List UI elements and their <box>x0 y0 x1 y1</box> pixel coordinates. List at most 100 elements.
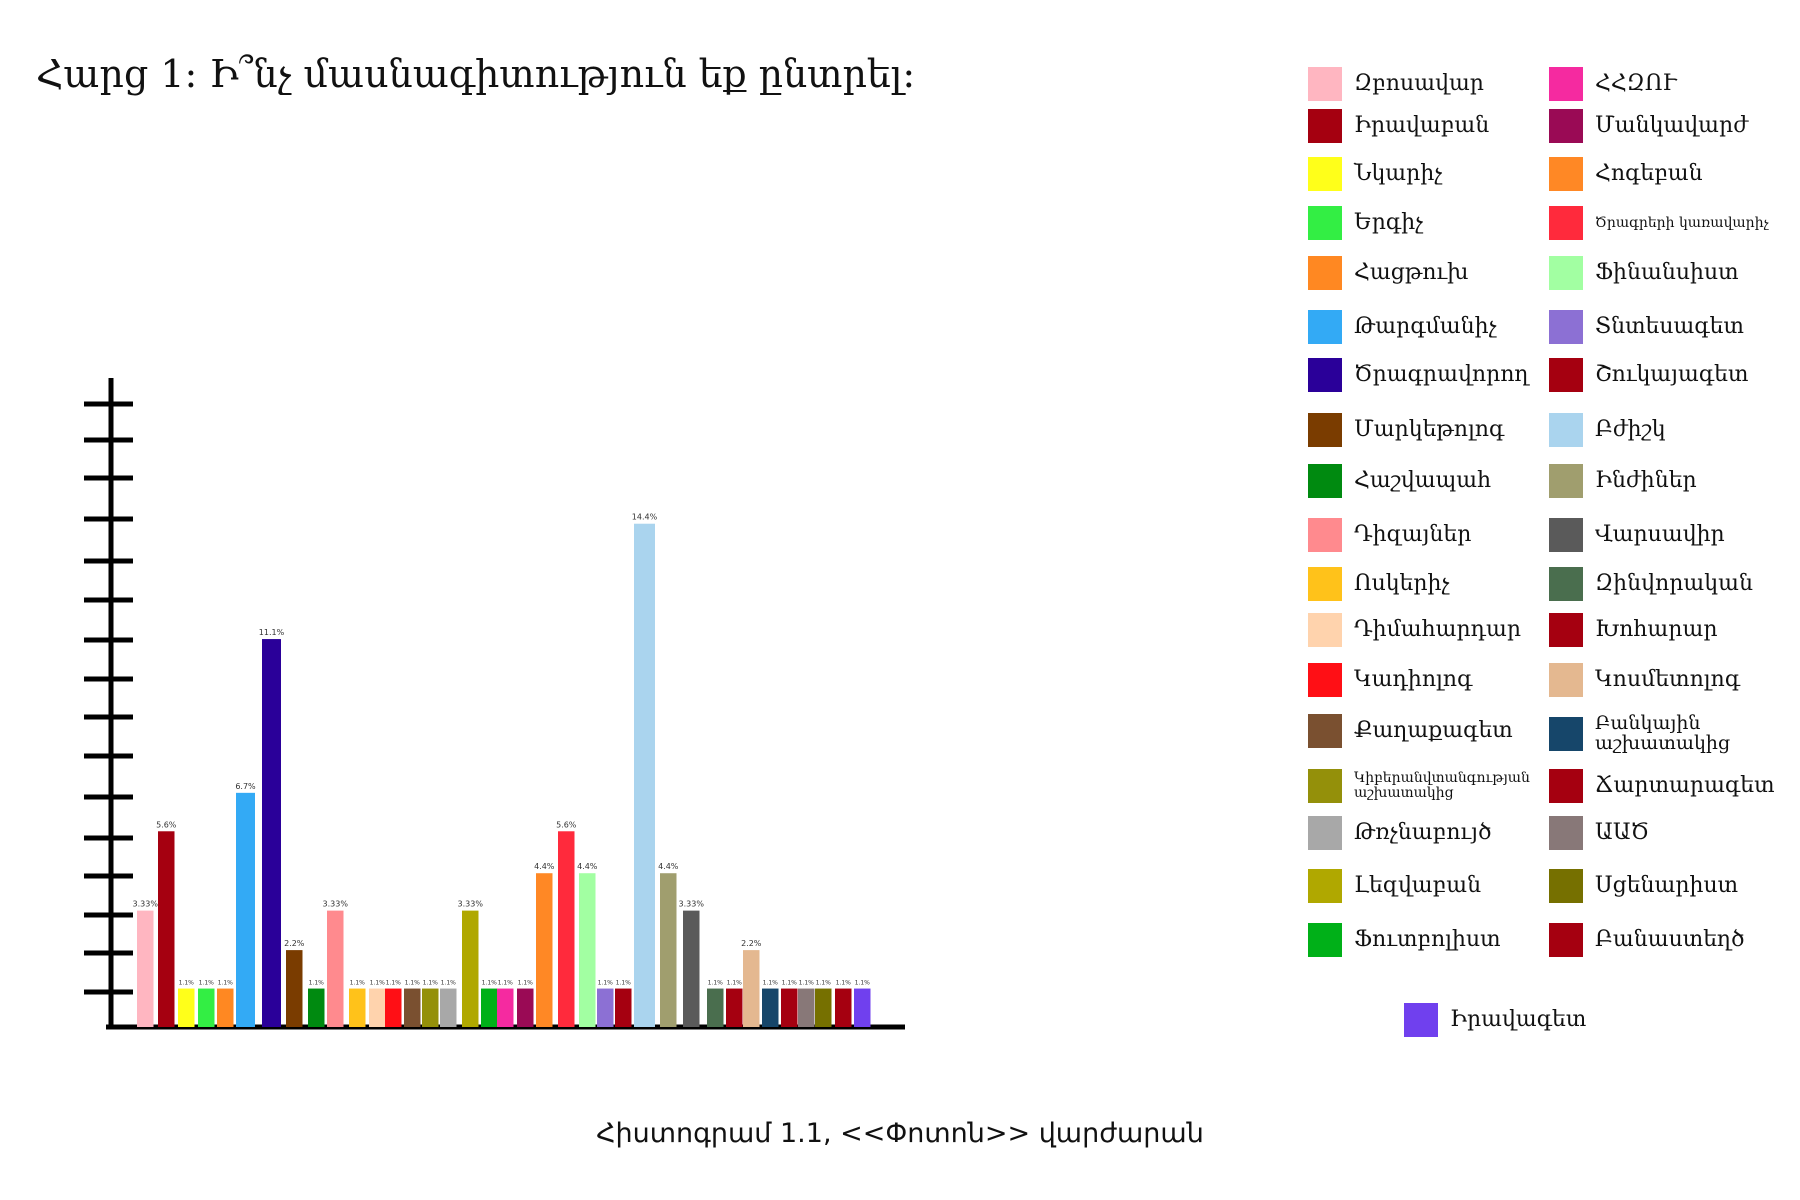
data-label-35: 1.1% <box>816 980 832 987</box>
legend-swatch <box>1308 358 1342 392</box>
data-label-2: 5.6% <box>156 820 177 829</box>
legend-swatch <box>1549 157 1583 191</box>
legend-item-31: Կոսմետոլոգ <box>1549 663 1740 697</box>
legend-label: Զբոսավար <box>1354 71 1484 97</box>
legend-item-5: Հացթուխ <box>1308 256 1469 290</box>
data-label-33: 1.1% <box>782 980 798 987</box>
data-label-34: 1.1% <box>799 980 815 987</box>
data-label-21: 4.4% <box>534 862 555 871</box>
legend-swatch <box>1549 206 1583 240</box>
bar-8 <box>286 950 303 1027</box>
data-label-32: 1.1% <box>763 980 779 987</box>
bar-19 <box>497 988 514 1027</box>
legend-item-27: Ինժիներ <box>1549 464 1697 498</box>
data-label-13: 1.1% <box>386 980 402 987</box>
bar-34 <box>798 988 815 1027</box>
legend-label: Կադիոլոգ <box>1354 667 1473 693</box>
bar-16 <box>440 988 457 1027</box>
legend-swatch <box>1549 716 1583 751</box>
bar-33 <box>781 988 798 1027</box>
legend-swatch <box>1308 613 1342 647</box>
bar-10 <box>327 910 344 1027</box>
data-label-26: 14.4% <box>632 513 658 522</box>
legend-label: Մանկավարժ <box>1595 113 1748 139</box>
legend-label: Լեզվաբան <box>1354 873 1482 899</box>
bar-31 <box>743 950 760 1027</box>
legend-label: Խոհարար <box>1595 617 1718 643</box>
data-label-16: 1.1% <box>441 980 457 987</box>
legend-item-21: Հոգեբան <box>1549 157 1703 191</box>
legend-label: Հոգեբան <box>1595 161 1703 187</box>
legend-swatch <box>1549 613 1583 647</box>
legend-swatch <box>1308 769 1342 803</box>
legend-swatch <box>1308 714 1342 748</box>
data-label-27: 4.4% <box>658 862 679 871</box>
data-label-31: 2.2% <box>741 939 762 948</box>
legend-swatch <box>1308 816 1342 850</box>
data-label-3: 1.1% <box>179 980 195 987</box>
legend-item-24: Տնտեսագետ <box>1549 310 1744 344</box>
legend-label: ՀՀԶՈՒ <box>1595 71 1677 97</box>
chart-title: Հարց 1: Ի՞նչ մասնագիտություն եք ընտրել: <box>36 52 916 96</box>
bar-14 <box>404 988 421 1027</box>
legend-item-7: Ծրագրավորող <box>1308 358 1529 392</box>
bar-28 <box>683 910 700 1027</box>
bar-22 <box>558 831 575 1027</box>
legend-label: Դիզայներ <box>1354 522 1472 548</box>
data-label-37: 1.1% <box>855 980 871 987</box>
bar-2 <box>158 831 175 1027</box>
bar-20 <box>517 988 534 1027</box>
legend-swatch <box>1549 67 1583 101</box>
legend-label: Նկարիչ <box>1354 161 1443 187</box>
data-label-23: 4.4% <box>577 862 598 871</box>
legend-label: Բանկային աշխատակից <box>1595 712 1731 754</box>
bar-15 <box>422 988 439 1027</box>
legend-label: Շուկայագետ <box>1595 362 1749 388</box>
data-label-9: 1.1% <box>309 980 325 987</box>
legend-swatch <box>1404 1003 1438 1037</box>
bar-13 <box>385 988 402 1027</box>
data-label-5: 1.1% <box>218 980 234 987</box>
legend-label: Թռչնաբույծ <box>1354 820 1492 846</box>
legend-label: Մարկեթոլոգ <box>1354 417 1505 443</box>
legend-label: Քաղաքագետ <box>1354 718 1513 744</box>
legend-label: ԱԱԾ <box>1595 820 1650 846</box>
data-label-28: 3.33% <box>679 900 705 909</box>
bar-7 <box>262 639 281 1027</box>
legend-swatch <box>1549 358 1583 392</box>
bar-6 <box>236 792 255 1027</box>
legend-item-6: Թարգմանիչ <box>1308 310 1497 344</box>
legend-swatch <box>1549 923 1583 957</box>
bar-27 <box>660 873 677 1027</box>
legend-item-36: Բանաստեղծ <box>1549 923 1745 957</box>
legend-label: Հաշվապահ <box>1354 468 1492 494</box>
legend-label: Վարսավիր <box>1595 522 1725 548</box>
legend-item-8: Մարկեթոլոգ <box>1308 413 1504 447</box>
data-label-4: 1.1% <box>199 980 215 987</box>
legend-swatch <box>1308 663 1342 697</box>
legend-swatch <box>1549 567 1583 601</box>
legend-label: Կոսմետոլոգ <box>1595 667 1741 693</box>
bar-21 <box>536 873 553 1027</box>
legend-item-32: Բանկային աշխատակից <box>1549 712 1745 754</box>
legend-swatch <box>1549 464 1583 498</box>
legend-label: Իրավագետ <box>1450 1007 1587 1033</box>
legend-swatch <box>1308 256 1342 290</box>
legend-label: Բանաստեղծ <box>1595 927 1745 953</box>
bar-11 <box>349 988 366 1027</box>
bar-23 <box>579 873 596 1027</box>
bar-18 <box>481 988 498 1027</box>
data-label-22: 5.6% <box>556 820 577 829</box>
legend-swatch <box>1549 413 1583 447</box>
legend-label: Իրավաբան <box>1354 113 1490 139</box>
legend-label: Դիմահարդար <box>1354 617 1522 643</box>
legend-label: Ծրագրավորող <box>1354 362 1529 388</box>
legend-swatch <box>1308 413 1342 447</box>
legend-item-34: ԱԱԾ <box>1549 816 1649 850</box>
bar-36 <box>835 988 852 1027</box>
data-label-30: 1.1% <box>727 980 743 987</box>
bar-37 <box>854 988 871 1027</box>
legend-label: Երգիչ <box>1354 210 1424 236</box>
legend-item-33: Ճարտարագետ <box>1549 769 1775 803</box>
bar-25 <box>615 988 632 1027</box>
